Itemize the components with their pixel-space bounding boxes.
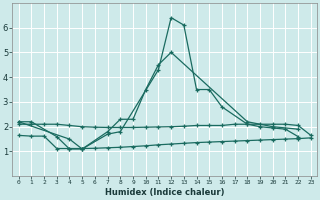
X-axis label: Humidex (Indice chaleur): Humidex (Indice chaleur) (105, 188, 225, 197)
